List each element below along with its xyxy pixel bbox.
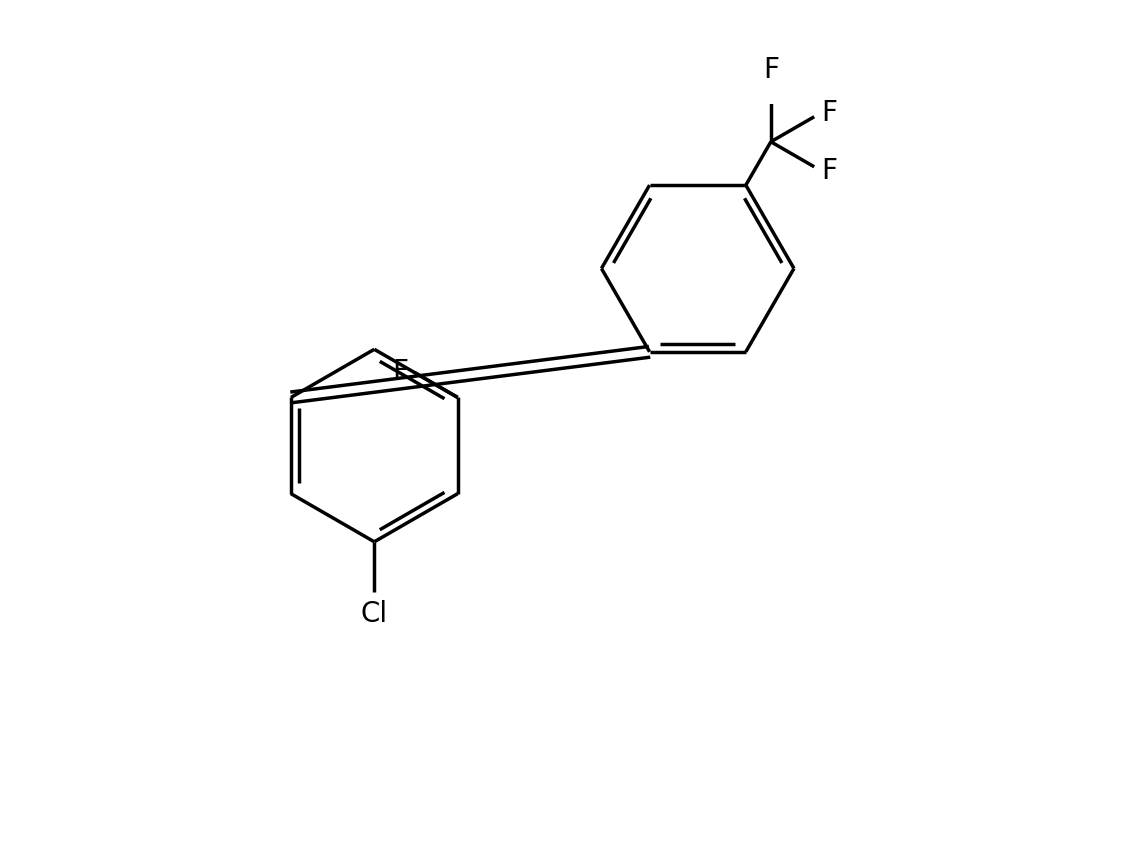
Text: F: F (821, 156, 837, 185)
Text: F: F (821, 98, 837, 127)
Text: F: F (392, 359, 408, 386)
Text: F: F (763, 56, 779, 84)
Text: Cl: Cl (361, 600, 388, 627)
